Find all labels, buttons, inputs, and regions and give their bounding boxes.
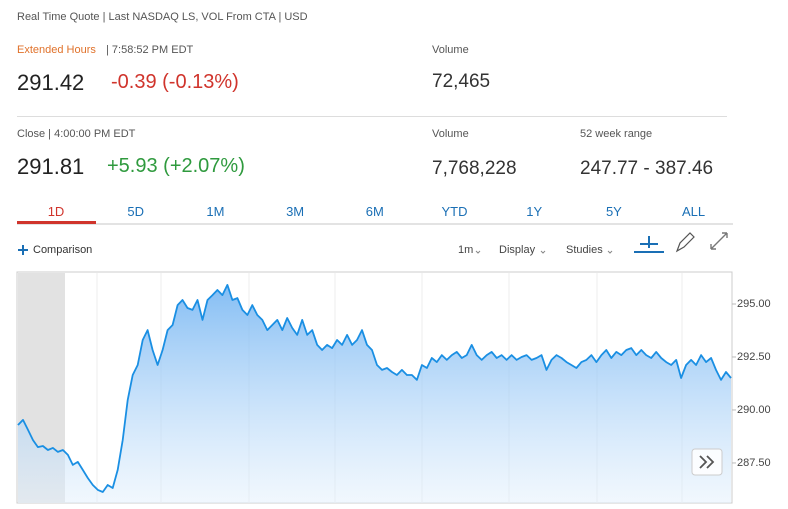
range-tab[interactable]: 6M	[365, 204, 384, 219]
range-label: 52 week range	[580, 128, 653, 140]
close-volume-label: Volume	[432, 128, 469, 140]
plus-icon	[18, 245, 28, 255]
comparison-button[interactable]: Comparison	[33, 244, 93, 256]
range-tab[interactable]: ALL	[682, 204, 706, 219]
range-value: 247.77 - 387.46	[580, 158, 714, 179]
divider	[17, 116, 727, 117]
active-tab-underline	[17, 221, 96, 224]
range-tab[interactable]: 5Y	[605, 204, 622, 219]
range-tab[interactable]: 1Y	[526, 204, 543, 219]
close-price: 291.81	[17, 154, 85, 179]
close-volume: 7,768,228	[432, 158, 517, 179]
range-tab[interactable]: 1D	[47, 204, 65, 219]
y-tick-label: 292.50	[737, 351, 771, 363]
price-line	[17, 284, 732, 493]
extended-label: Extended Hours	[17, 44, 96, 56]
extended-time: | 7:58:52 PM EDT	[106, 44, 194, 56]
interval-menu[interactable]: 1m	[458, 244, 474, 256]
range-tab[interactable]: 5D	[127, 204, 144, 219]
close-change: +5.93 (+2.07%)	[107, 155, 245, 177]
tab-rule	[17, 223, 733, 225]
range-tab[interactable]: YTD	[441, 204, 468, 219]
extended-volume-label: Volume	[432, 44, 469, 56]
studies-menu[interactable]: Studies	[566, 244, 603, 256]
close-label: Close | 4:00:00 PM EDT	[17, 128, 136, 140]
display-menu[interactable]: Display	[499, 244, 536, 256]
extended-volume: 72,465	[432, 71, 491, 92]
scroll-icon	[699, 455, 715, 469]
price-area	[18, 284, 731, 503]
range-tab[interactable]: 3M	[286, 204, 305, 219]
crosshair-icon[interactable]	[634, 236, 664, 253]
y-tick-label: 287.50	[737, 457, 771, 469]
icons	[18, 232, 728, 255]
extended-price: 291.42	[17, 70, 85, 95]
expand-icon[interactable]	[710, 232, 728, 250]
range-tab[interactable]: 1M	[206, 204, 225, 219]
extended-change: -0.39 (-0.13%)	[111, 71, 239, 93]
y-tick-label: 295.00	[737, 298, 771, 310]
chevrons	[475, 250, 613, 254]
source-note: Real Time Quote | Last NASDAQ LS, VOL Fr…	[17, 11, 308, 23]
y-tick-label: 290.00	[737, 404, 771, 416]
draw-icon[interactable]	[675, 232, 695, 253]
